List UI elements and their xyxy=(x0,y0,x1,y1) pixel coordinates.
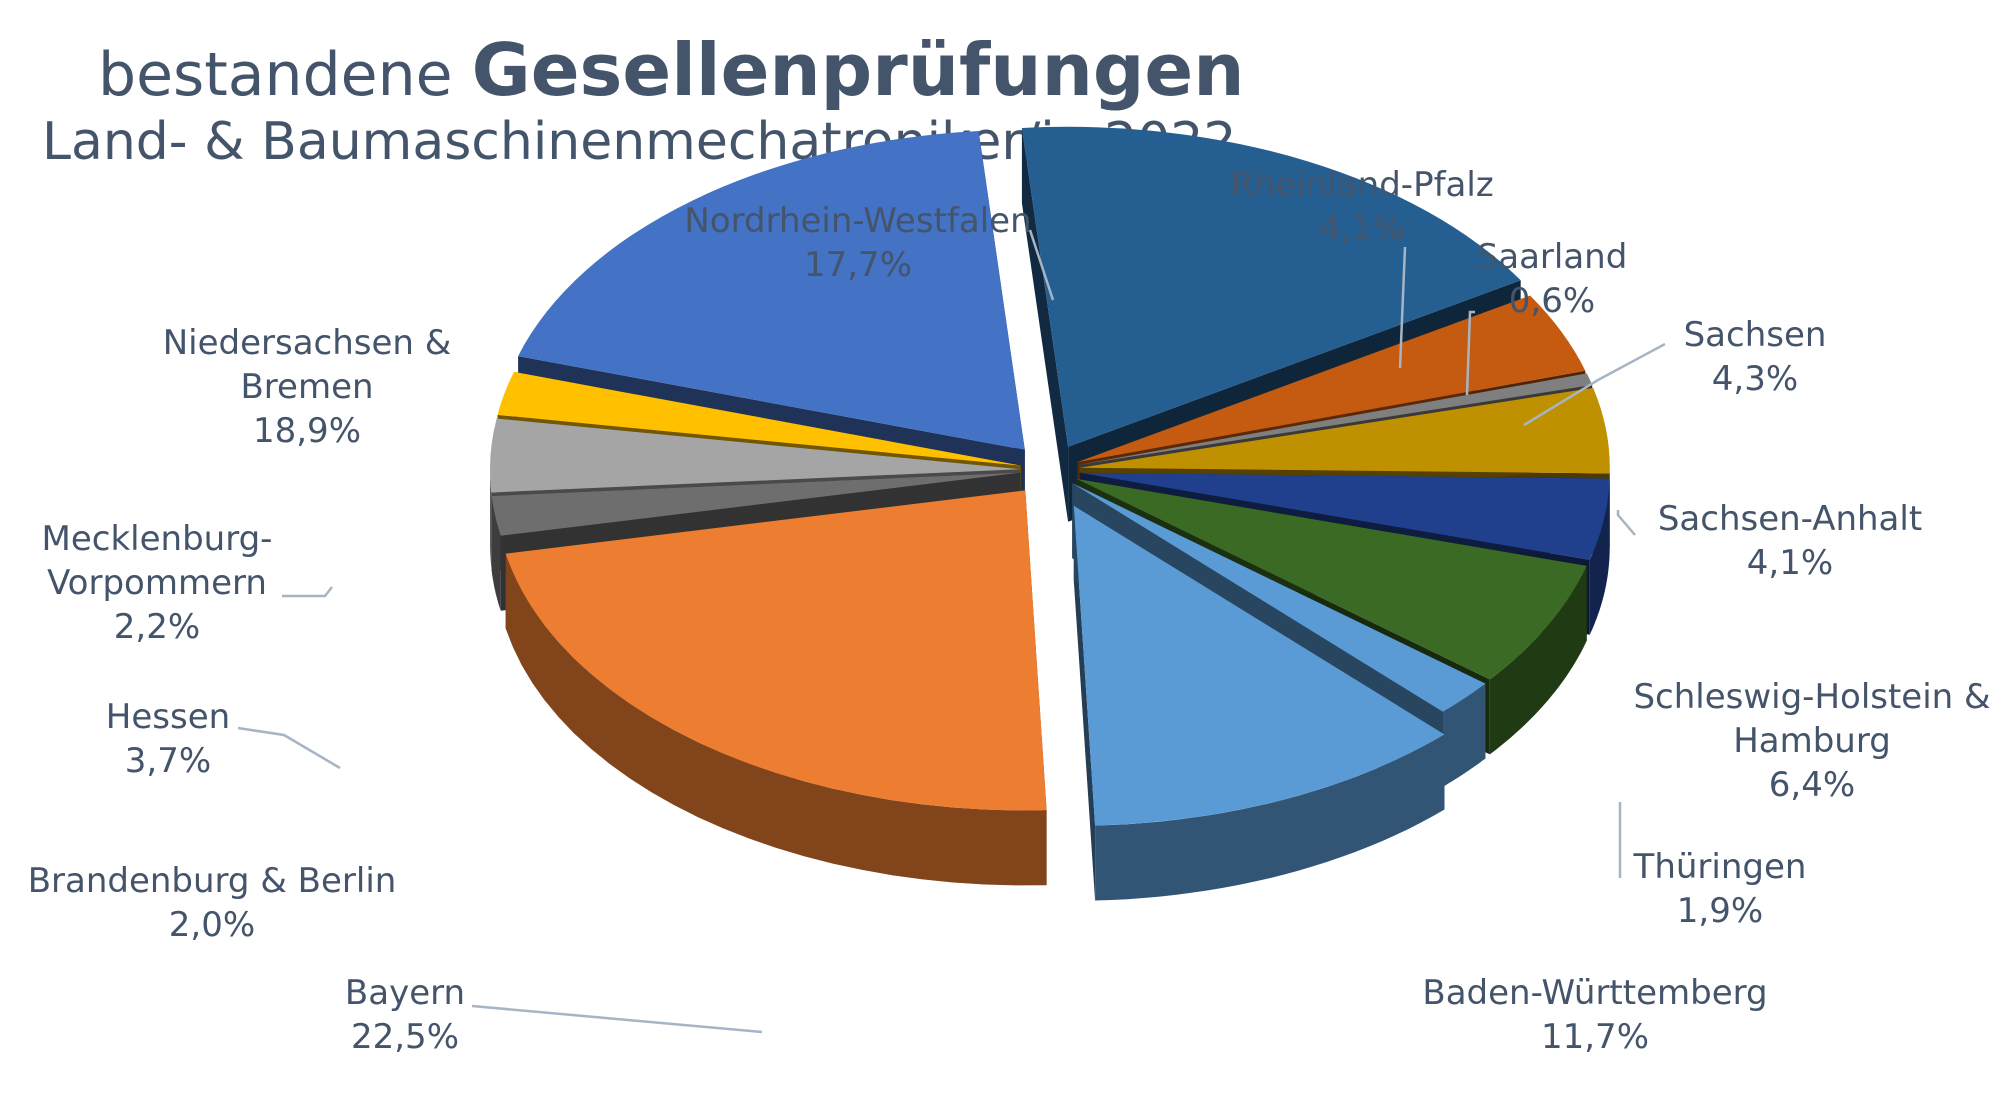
slice-label: Sachsen-Anhalt 4,1% xyxy=(1658,499,1922,583)
slice-labels: Nordrhein-Westfalen 17,7%Rheinland-Pfalz 4… xyxy=(28,165,1991,1057)
pie-slice-top xyxy=(1078,373,1593,465)
leader-line xyxy=(1398,246,1407,369)
pie-slice-side xyxy=(1589,478,1610,635)
leader-lines xyxy=(237,229,1666,1034)
slice-label-name: Bremen xyxy=(240,367,373,407)
leader-line xyxy=(1523,342,1666,427)
pie-slice-top xyxy=(1079,387,1610,474)
slice-label-percent: 18,9% xyxy=(253,411,361,451)
pie-slice-top xyxy=(1021,126,1521,447)
slice-label-percent: 4,3% xyxy=(1712,359,1798,399)
slice-label: Niedersachsen & Bremen 18,9% xyxy=(163,323,452,451)
slice-label-name: Niedersachsen & xyxy=(163,323,452,363)
pie-slice-side xyxy=(1095,734,1445,901)
pie-slice-top xyxy=(1076,478,1587,680)
pie-slice-top xyxy=(1073,505,1445,826)
chart-title-bold: Gesellenprüfungen xyxy=(471,28,1245,112)
leader-line xyxy=(237,726,341,770)
leader-line xyxy=(1616,510,1636,536)
pie-slice-top xyxy=(489,418,1020,493)
leader-line xyxy=(1465,310,1475,396)
pie-slices xyxy=(489,126,1610,901)
pie-slice-top xyxy=(491,472,1021,536)
leader-line xyxy=(1028,229,1055,301)
slice-label-name: Sachsen xyxy=(1684,315,1827,355)
slice-label: Schleswig-Holstein & Hamburg 6,4% xyxy=(1633,677,1990,805)
slice-label-percent: 4,1% xyxy=(1319,209,1405,249)
slice-label-percent: 4,1% xyxy=(1747,543,1833,583)
slice-label-name: Schleswig-Holstein & xyxy=(1633,677,1990,717)
slice-label-name: Rheinland-Pfalz xyxy=(1230,165,1493,205)
slice-label-percent: 11,7% xyxy=(1541,1017,1649,1057)
slice-label: Thüringen 1,9% xyxy=(1633,847,1807,931)
pie-slice xyxy=(505,490,1047,886)
slice-label: Sachsen 4,3% xyxy=(1684,315,1827,399)
pie-slice-side xyxy=(491,496,501,611)
slice-label: Saarland 0,6% xyxy=(1477,237,1628,321)
pie-slice-side xyxy=(505,553,1047,886)
slice-label-name: Hessen xyxy=(106,697,230,737)
slice-label-name: Vorpommern xyxy=(47,563,267,603)
pie-slice-face xyxy=(1021,128,1069,522)
slice-label-percent: 2,0% xyxy=(169,905,255,945)
leader-line xyxy=(471,1004,763,1034)
slice-label-name: Thüringen xyxy=(1633,847,1807,887)
slice-label-name: Brandenburg & Berlin xyxy=(28,861,397,901)
slice-label: Brandenburg & Berlin 2,0% xyxy=(28,861,397,945)
leader-line xyxy=(282,586,333,598)
pie-slice-top xyxy=(497,371,1021,466)
pie-slice-top xyxy=(1079,472,1610,560)
slice-label: Mecklenburg-Vorpommern 2,2% xyxy=(42,519,273,647)
pie-slice xyxy=(1073,505,1445,901)
slice-label-percent: 1,9% xyxy=(1677,891,1763,931)
pie-slice-top xyxy=(518,131,1025,450)
slice-label-percent: 17,7% xyxy=(804,245,912,285)
slice-label-name: Baden-Württemberg xyxy=(1422,973,1767,1013)
pie-slice-top xyxy=(505,490,1047,811)
pie-slice-face xyxy=(1073,505,1096,901)
slice-label: Bayern 22,5% xyxy=(345,973,465,1057)
pie-slice-face xyxy=(1072,483,1486,759)
pie-slice-top xyxy=(1077,295,1586,463)
slice-label-percent: 2,2% xyxy=(114,607,200,647)
slice-label-name: Saarland xyxy=(1477,237,1628,277)
pie-slice-side xyxy=(490,469,492,568)
pie-slice-side xyxy=(1442,683,1486,787)
slice-label-name: Sachsen-Anhalt xyxy=(1658,499,1922,539)
slice-label-percent: 3,7% xyxy=(125,741,211,781)
slice-label-name: Mecklenburg- xyxy=(42,519,273,559)
chart-title-lead: bestandene xyxy=(98,40,453,110)
slice-label-percent: 6,4% xyxy=(1769,765,1855,805)
chart-title: bestandene Gesellenprüfungen xyxy=(98,28,1244,112)
slice-label-name: Hamburg xyxy=(1733,721,1891,761)
slice-label-name: Bayern xyxy=(345,973,465,1013)
slice-label: Rheinland-Pfalz 4,1% xyxy=(1230,165,1493,249)
slice-label: Hessen 3,7% xyxy=(106,697,230,781)
pie-slice-top xyxy=(1072,483,1486,712)
slice-label-percent: 22,5% xyxy=(351,1017,459,1057)
slice-label: Baden-Württemberg 11,7% xyxy=(1422,973,1767,1057)
slice-label-name: Nordrhein-Westfalen xyxy=(684,201,1031,241)
slice-label: Nordrhein-Westfalen 17,7% xyxy=(684,201,1031,285)
pie-slice-side xyxy=(1489,565,1587,755)
slice-label-percent: 0,6% xyxy=(1509,281,1595,321)
